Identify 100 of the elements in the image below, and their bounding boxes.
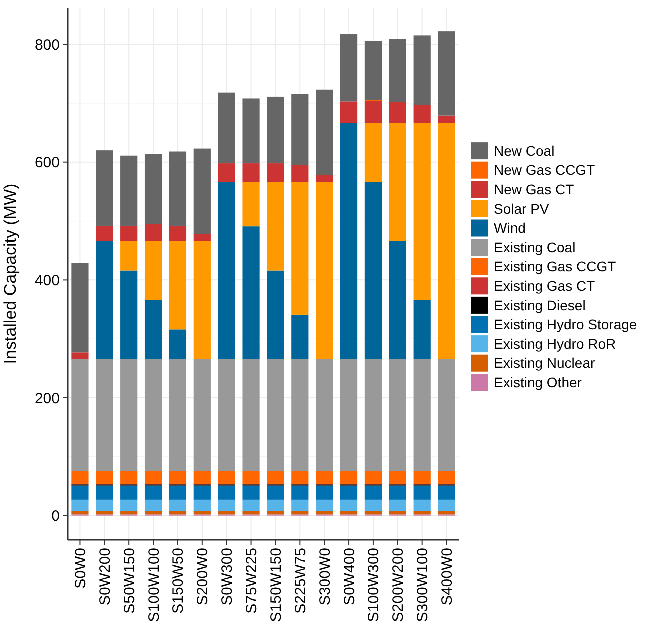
bar <box>120 156 138 226</box>
x-tick-label: S150W150 <box>268 548 285 622</box>
bar <box>389 123 406 242</box>
bar <box>72 500 89 512</box>
x-tick-label: S0W400 <box>341 548 358 606</box>
x-tick-label: S400W0 <box>439 548 456 606</box>
legend-label: Existing Coal <box>494 239 576 256</box>
bar <box>267 359 284 472</box>
bar <box>72 511 89 515</box>
bar <box>194 241 211 360</box>
bar <box>194 148 211 234</box>
bar <box>364 471 382 484</box>
y-tick-label: 0 <box>52 508 60 526</box>
bar <box>194 234 211 242</box>
bar <box>316 500 334 512</box>
legend-label: New Gas CT <box>494 182 575 198</box>
bar <box>267 500 284 512</box>
bar <box>72 486 89 500</box>
bar <box>169 471 187 484</box>
bar <box>292 486 309 500</box>
bar <box>144 511 162 515</box>
bar <box>144 359 162 472</box>
bar <box>120 500 138 512</box>
bar <box>218 500 236 512</box>
bar <box>169 241 187 330</box>
bar <box>438 116 456 124</box>
bar <box>96 511 114 515</box>
bar <box>218 359 236 472</box>
x-tick-label: S0W200 <box>96 548 114 606</box>
legend-label: Existing Hydro RoR <box>494 336 616 352</box>
bar <box>414 300 431 360</box>
x-tick-label: S200W200 <box>390 548 408 622</box>
bar <box>169 359 187 472</box>
bar <box>120 486 138 500</box>
bar <box>194 486 211 500</box>
bar <box>389 511 406 515</box>
bar <box>292 182 309 315</box>
bar <box>242 471 260 484</box>
x-tick-label: S150W50 <box>170 548 188 614</box>
bar <box>218 511 236 515</box>
bar <box>340 359 358 472</box>
x-tick-label: S100W300 <box>366 548 383 622</box>
bar <box>194 500 211 512</box>
bar <box>267 270 284 360</box>
bar <box>169 511 187 515</box>
bar <box>218 92 236 164</box>
bar <box>414 471 431 484</box>
legend-label: Existing Diesel <box>494 297 586 314</box>
x-tick-label: S225W75 <box>292 548 310 614</box>
bar <box>438 32 456 116</box>
bar <box>242 486 260 500</box>
bar <box>72 471 89 484</box>
bar <box>316 511 334 515</box>
bar <box>292 500 309 512</box>
y-axis-title: Installed Capacity (MW) <box>1 184 20 364</box>
bar <box>169 500 187 512</box>
bar <box>218 182 236 360</box>
y-tick-label: 400 <box>34 272 60 290</box>
bar <box>96 241 114 360</box>
bar <box>242 164 260 182</box>
bar <box>414 486 431 500</box>
bar <box>169 152 187 226</box>
bar <box>414 123 431 300</box>
bar <box>340 486 358 500</box>
bar <box>72 359 89 472</box>
bar <box>242 226 260 360</box>
bar <box>267 182 284 271</box>
y-tick-label: 800 <box>34 36 60 54</box>
bar <box>340 102 358 124</box>
bar <box>389 500 406 512</box>
bar <box>364 182 382 360</box>
bar <box>194 471 211 484</box>
bar <box>169 226 187 242</box>
bar <box>96 500 114 512</box>
bar <box>316 359 334 472</box>
bar <box>144 241 162 300</box>
legend-label: Existing Other <box>494 374 582 391</box>
bar <box>316 182 334 360</box>
bar <box>218 164 236 182</box>
bar <box>267 471 284 484</box>
bar <box>364 123 382 182</box>
bar <box>267 511 284 515</box>
bar <box>364 359 382 472</box>
legend-label: Existing Gas CCGT <box>494 258 617 275</box>
bar <box>292 511 309 515</box>
bar <box>414 511 431 515</box>
x-tick-label: S300W0 <box>316 548 334 606</box>
bar <box>267 164 284 182</box>
x-tick-label: S0W300 <box>219 548 236 606</box>
bar <box>364 511 382 515</box>
bar <box>340 34 358 102</box>
bar <box>414 36 431 106</box>
bar <box>414 359 431 472</box>
legend-label: Existing Gas CT <box>494 278 596 294</box>
bar <box>120 511 138 515</box>
bar <box>144 300 162 360</box>
bar <box>292 314 309 360</box>
bar <box>364 500 382 512</box>
bar <box>96 226 114 242</box>
bar <box>340 511 358 515</box>
